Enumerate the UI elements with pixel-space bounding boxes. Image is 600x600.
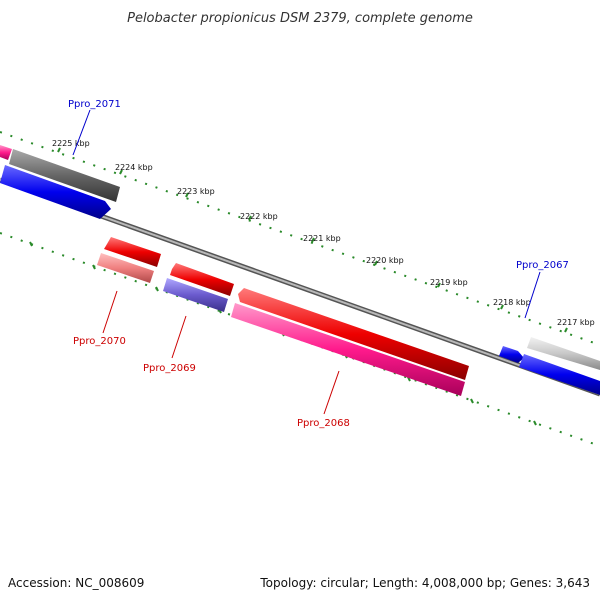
feature-blue-small[interactable] xyxy=(499,346,524,363)
tick-label: 2217 kbp xyxy=(557,318,595,327)
gene-label-ppro-2067[interactable]: Ppro_2067 xyxy=(516,260,569,271)
feature-ppro-2069[interactable] xyxy=(163,278,228,312)
accession-text: Accession: NC_008609 xyxy=(8,576,144,590)
leader-ppro-2068 xyxy=(323,370,340,415)
feature-ppro-2070[interactable] xyxy=(97,253,154,283)
tick-label: 2225 kbp xyxy=(52,139,90,148)
leader-ppro-2071 xyxy=(72,109,91,156)
feature-gray-light[interactable] xyxy=(527,337,600,370)
tick-labels: 2225 kbp 2224 kbp 2223 kbp 2222 kbp 2221… xyxy=(52,139,595,327)
tick-label: 2218 kbp xyxy=(493,298,531,307)
map-title: Pelobacter propionicus DSM 2379, complet… xyxy=(127,11,473,26)
leader-ppro-2067 xyxy=(524,271,541,319)
tick-label: 2224 kbp xyxy=(115,163,153,172)
gene-label-ppro-2069[interactable]: Ppro_2069 xyxy=(143,363,196,374)
gene-label-ppro-2071[interactable]: Ppro_2071 xyxy=(68,99,121,110)
tick-label: 2221 kbp xyxy=(303,234,341,243)
tick-label: 2219 kbp xyxy=(430,278,468,287)
feature-pink-edge[interactable] xyxy=(0,145,12,160)
feature-ppro-2068[interactable] xyxy=(231,303,465,396)
tick-label: 2223 kbp xyxy=(177,187,215,196)
topology-summary: Topology: circular; Length: 4,008,000 bp… xyxy=(259,576,590,590)
feature-gray-dark[interactable] xyxy=(9,149,120,202)
outer-major-ticks xyxy=(57,147,568,333)
tick-label: 2220 kbp xyxy=(366,256,404,265)
tick-label: 2222 kbp xyxy=(240,212,278,221)
feature-ppro-2067[interactable] xyxy=(519,354,600,395)
feature-red-long[interactable] xyxy=(238,288,469,380)
feature-red-mid[interactable] xyxy=(170,263,234,296)
feature-ppro-2071[interactable] xyxy=(0,165,111,219)
gene-label-ppro-2068[interactable]: Ppro_2068 xyxy=(297,418,350,429)
leader-ppro-2070 xyxy=(102,290,118,334)
leader-ppro-2069 xyxy=(171,315,187,359)
feature-red-small[interactable] xyxy=(104,237,161,267)
gene-label-ppro-2070[interactable]: Ppro_2070 xyxy=(73,336,126,347)
